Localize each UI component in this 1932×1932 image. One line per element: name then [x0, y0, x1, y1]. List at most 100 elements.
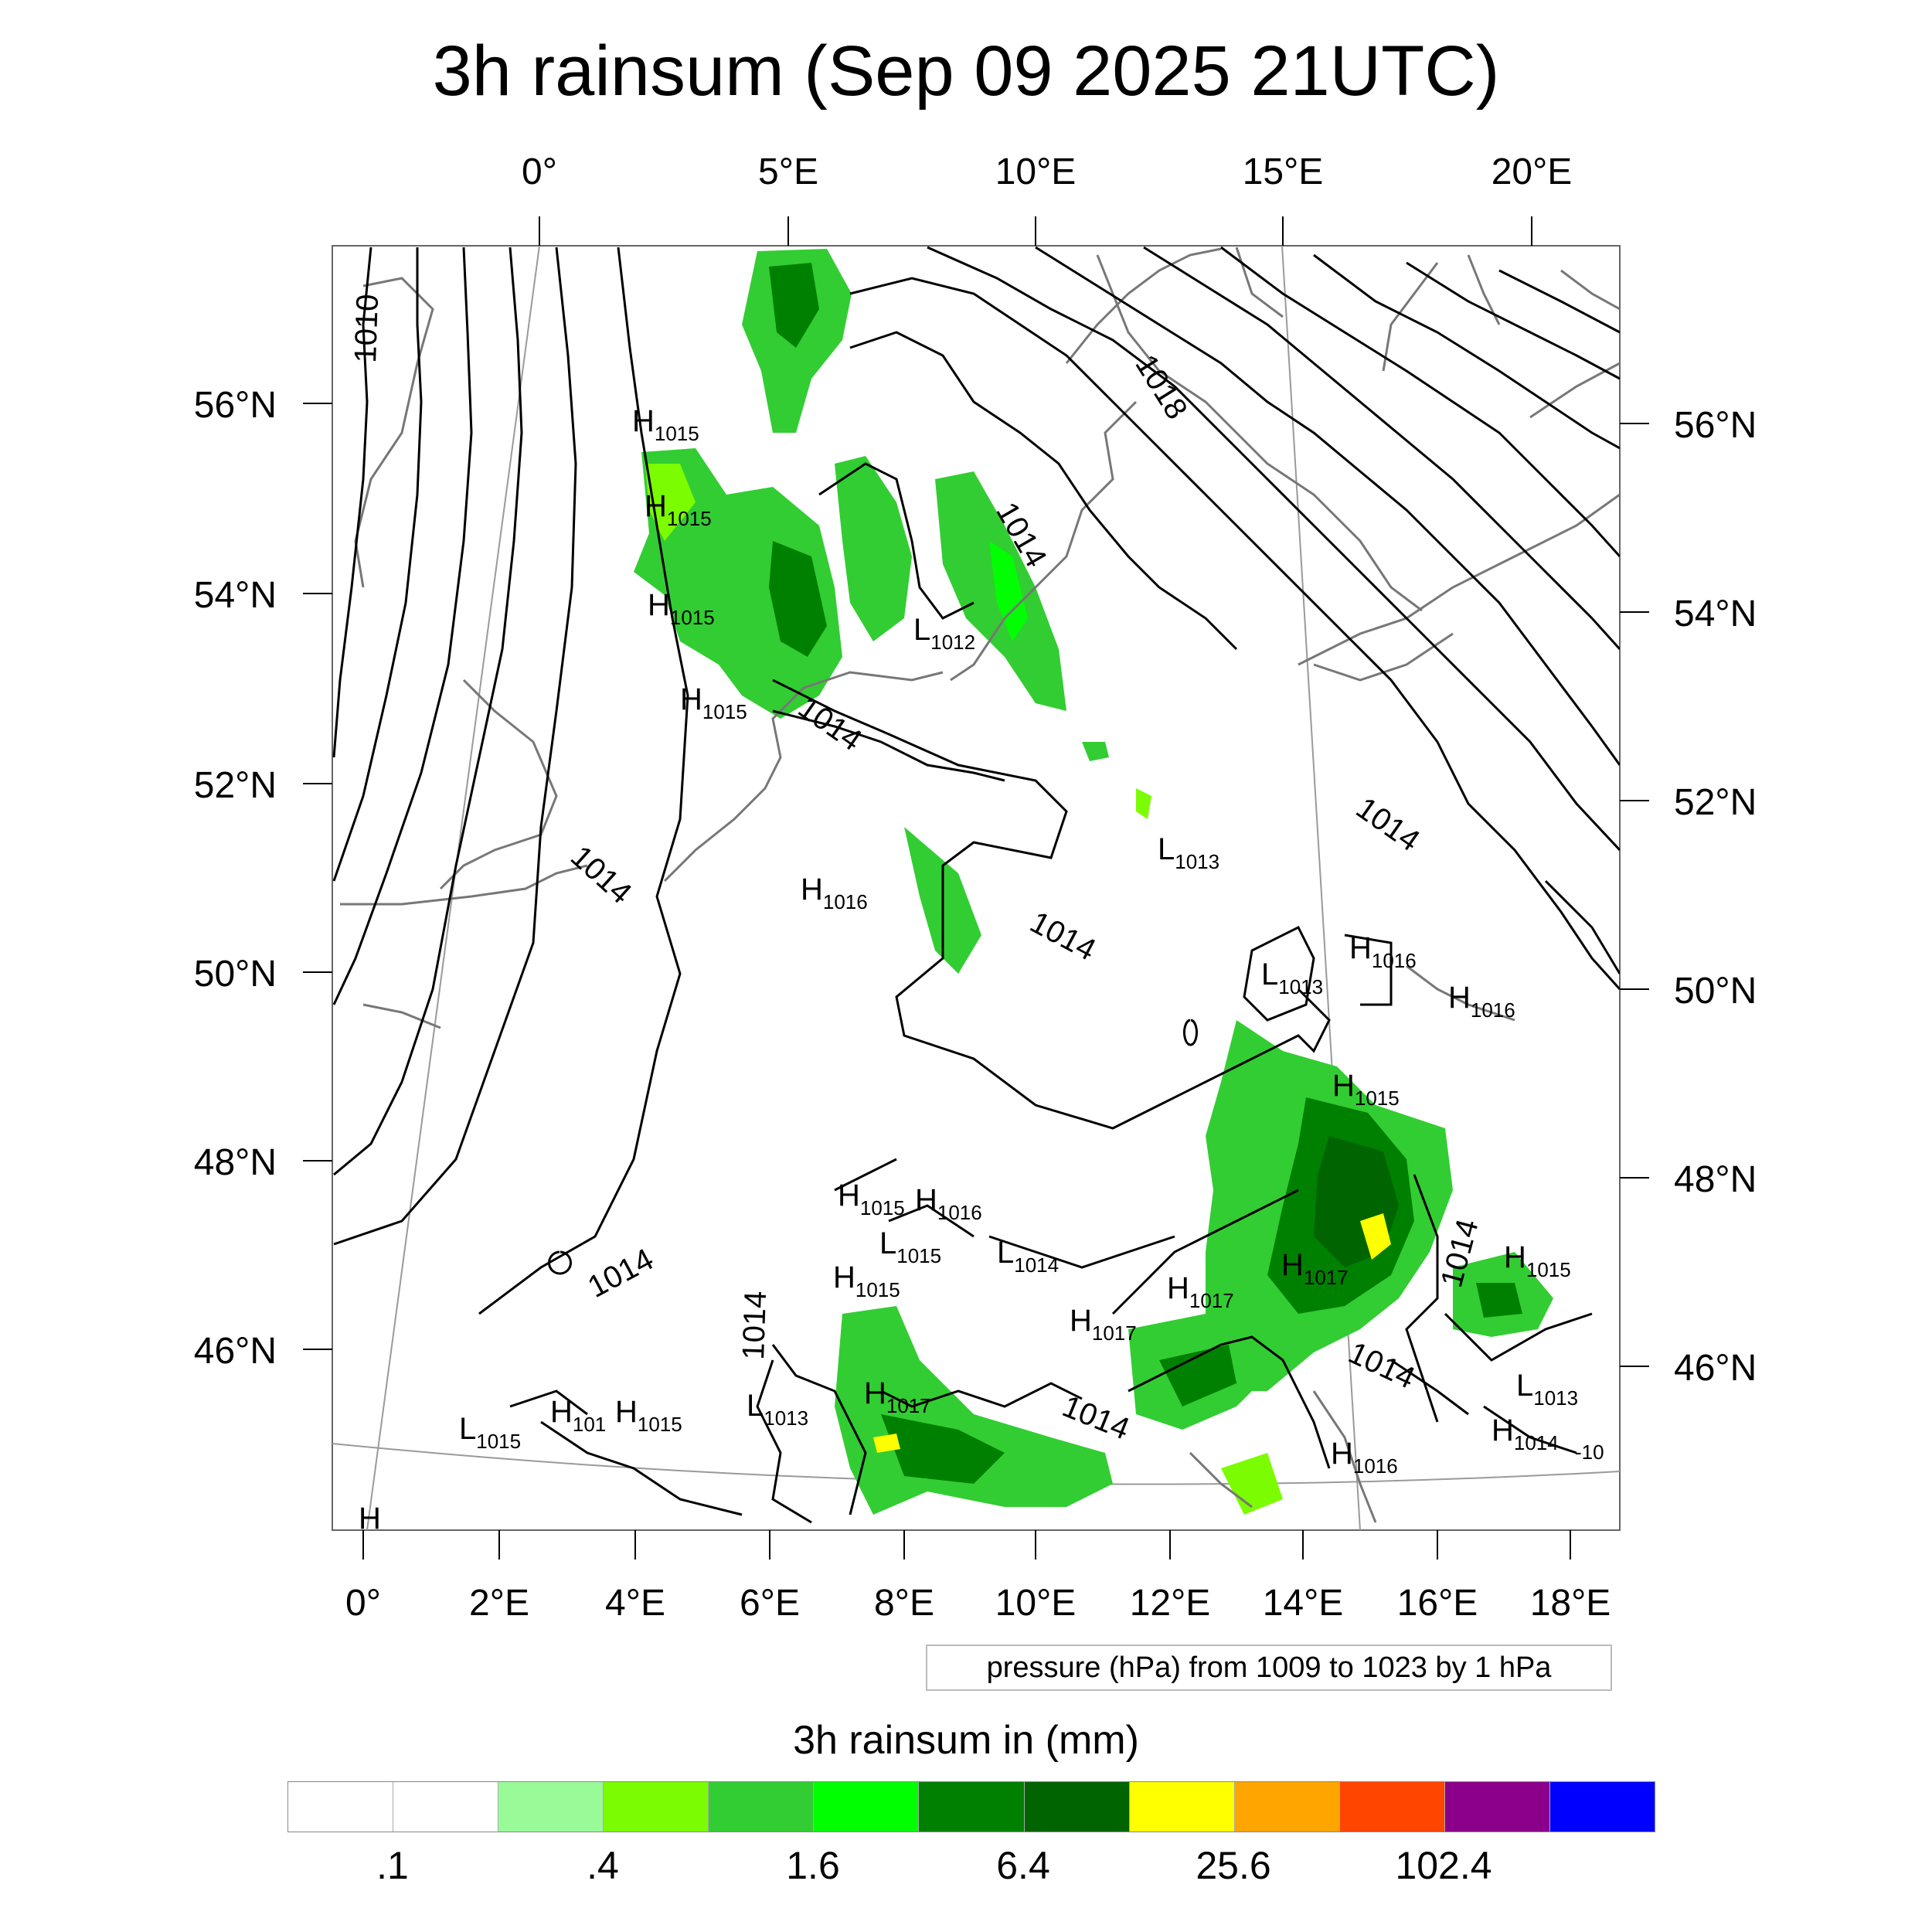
pressure-center: H1015: [1504, 1240, 1571, 1281]
pressure-center: H1016: [1448, 981, 1515, 1022]
pressure-center: L1015: [459, 1412, 521, 1453]
map-title: 3h rainsum (Sep 09 2025 21UTC): [432, 32, 1500, 111]
tick-label-right: 48°N: [1674, 1159, 1757, 1200]
pressure-center: H101: [550, 1395, 606, 1436]
tick-label-bottom: 8°E: [874, 1583, 934, 1624]
rain-area: [769, 541, 827, 657]
colorbar-label: 6.4: [996, 1844, 1050, 1887]
tick-label-bottom: 4°E: [605, 1583, 665, 1624]
tick-label-bottom: 2°E: [469, 1583, 529, 1624]
rain-area: [1221, 1453, 1283, 1515]
colorbar-cell: [1444, 1782, 1550, 1832]
colorbar-label: .4: [587, 1844, 619, 1887]
map-frame: [332, 245, 1621, 1531]
tick-label-right: 56°N: [1674, 405, 1757, 446]
rain-area: [873, 1434, 900, 1453]
pressure-center: H1015: [1332, 1069, 1400, 1110]
tick-label-right: 50°N: [1674, 971, 1757, 1012]
colorbar-cell: [604, 1782, 709, 1832]
pressure-center: L1014: [997, 1236, 1059, 1277]
pressure-center: H1016: [801, 872, 868, 913]
colorbar-cell: [1024, 1782, 1130, 1832]
rain-area: [835, 456, 912, 641]
rain-area: [1136, 788, 1151, 819]
tick-label-left: 54°N: [194, 575, 277, 616]
pressure-center: H1016: [1349, 931, 1417, 972]
tick-label-left: 50°N: [194, 954, 277, 995]
rain-field: [634, 249, 1553, 1515]
pressure-center: H1015: [680, 682, 747, 723]
contour-label: 1010: [349, 294, 385, 363]
contour-label: 1014: [736, 1291, 773, 1360]
pressure-center: H1014: [1492, 1413, 1559, 1454]
colorbar-cell: [288, 1782, 394, 1832]
ticks: [303, 216, 1649, 1560]
bottom-axis-labels: 0° 2°E 4°E 6°E 8°E 10°E 12°E 14°E 16°E 1…: [345, 1583, 1611, 1624]
tick-label-right: 52°N: [1674, 782, 1757, 823]
map-figure: 0° 5°E 10°E 15°E 20°E 0° 2°E 4°E 6°E 8°E…: [194, 151, 1757, 1624]
tick-label-top: 10°E: [995, 151, 1077, 192]
tick-label-left: 56°N: [194, 385, 277, 426]
tick-label-bottom: 14°E: [1263, 1583, 1344, 1624]
rain-area: [769, 263, 819, 348]
rain-area: [1159, 1345, 1236, 1406]
rain-area: [645, 464, 696, 541]
pressure-center: H1016: [1331, 1437, 1398, 1478]
pressure-center: H1015: [645, 489, 712, 530]
tick-label-bottom: 0°: [345, 1583, 381, 1624]
tick-label-left: 48°N: [194, 1142, 277, 1183]
colorbar-cell: [1339, 1782, 1445, 1832]
tick-label-top: 20°E: [1492, 151, 1573, 192]
colorbar-label: 25.6: [1196, 1844, 1271, 1887]
pressure-center: H1015: [833, 1260, 900, 1301]
tick-label-left: 46°N: [194, 1331, 277, 1372]
colorbar-cell: [498, 1782, 604, 1832]
colorbar-label: 102.4: [1395, 1844, 1492, 1887]
colorbar-cell: [919, 1782, 1025, 1832]
rain-area: [1360, 1213, 1391, 1260]
pressure-center: L1013: [747, 1389, 808, 1430]
tick-label-bottom: 6°E: [740, 1583, 800, 1624]
colorbar-label: 1.6: [786, 1844, 840, 1887]
tick-label-right: 54°N: [1674, 594, 1757, 634]
pressure-center: H1016: [915, 1183, 982, 1224]
pressure-center: H: [359, 1502, 381, 1536]
tick-label-top: 0°: [522, 151, 557, 192]
rain-area: [634, 448, 842, 719]
pressure-center: L1015: [879, 1226, 941, 1267]
tick-label-bottom: 16°E: [1397, 1583, 1478, 1624]
tick-label-bottom: 10°E: [995, 1583, 1077, 1624]
pressure-center: H1015: [632, 404, 699, 445]
pressure-center: H1017: [1281, 1248, 1349, 1289]
left-axis-labels: 56°N 54°N 52°N 50°N 48°N 46°N: [194, 385, 277, 1372]
colorbar-cell: [1129, 1782, 1235, 1832]
rain-area: [881, 1414, 1005, 1484]
rain-area: [989, 541, 1028, 641]
contour-label: -10: [1575, 1440, 1604, 1464]
colorbar-label: .1: [376, 1844, 409, 1887]
colorbar-title: 3h rainsum in (mm): [793, 1718, 1139, 1763]
rain-area: [1476, 1283, 1522, 1318]
colorbar-cell: [1549, 1782, 1655, 1832]
pressure-center: L1013: [1158, 832, 1219, 873]
colorbar-cell: [709, 1782, 815, 1832]
tick-label-right: 46°N: [1674, 1348, 1757, 1389]
pressure-center: H1015: [838, 1179, 905, 1219]
pressure-center: L1012: [913, 613, 975, 654]
right-axis-labels: 56°N 54°N 52°N 50°N 48°N 46°N: [1674, 405, 1757, 1389]
rain-area: [1082, 742, 1109, 761]
pressure-centers: H1015 H1015 H1015 H1015 L1012 L1013 H101…: [359, 404, 1578, 1536]
tick-label-bottom: 12°E: [1130, 1583, 1211, 1624]
top-axis-labels: 0° 5°E 10°E 15°E 20°E: [522, 151, 1572, 192]
pressure-center: L1013: [1261, 957, 1323, 998]
pressure-center: H1017: [864, 1376, 931, 1417]
tick-label-top: 15°E: [1243, 151, 1324, 192]
colorbar-cell: [393, 1782, 499, 1832]
colorbar: [287, 1781, 1655, 1832]
tick-label-top: 5°E: [758, 151, 818, 192]
colorbar-cell: [814, 1782, 920, 1832]
pressure-center: H1015: [648, 588, 715, 629]
pressure-center: H1015: [615, 1395, 682, 1436]
isobars: [332, 246, 1620, 1524]
pressure-center: H1017: [1070, 1304, 1137, 1345]
